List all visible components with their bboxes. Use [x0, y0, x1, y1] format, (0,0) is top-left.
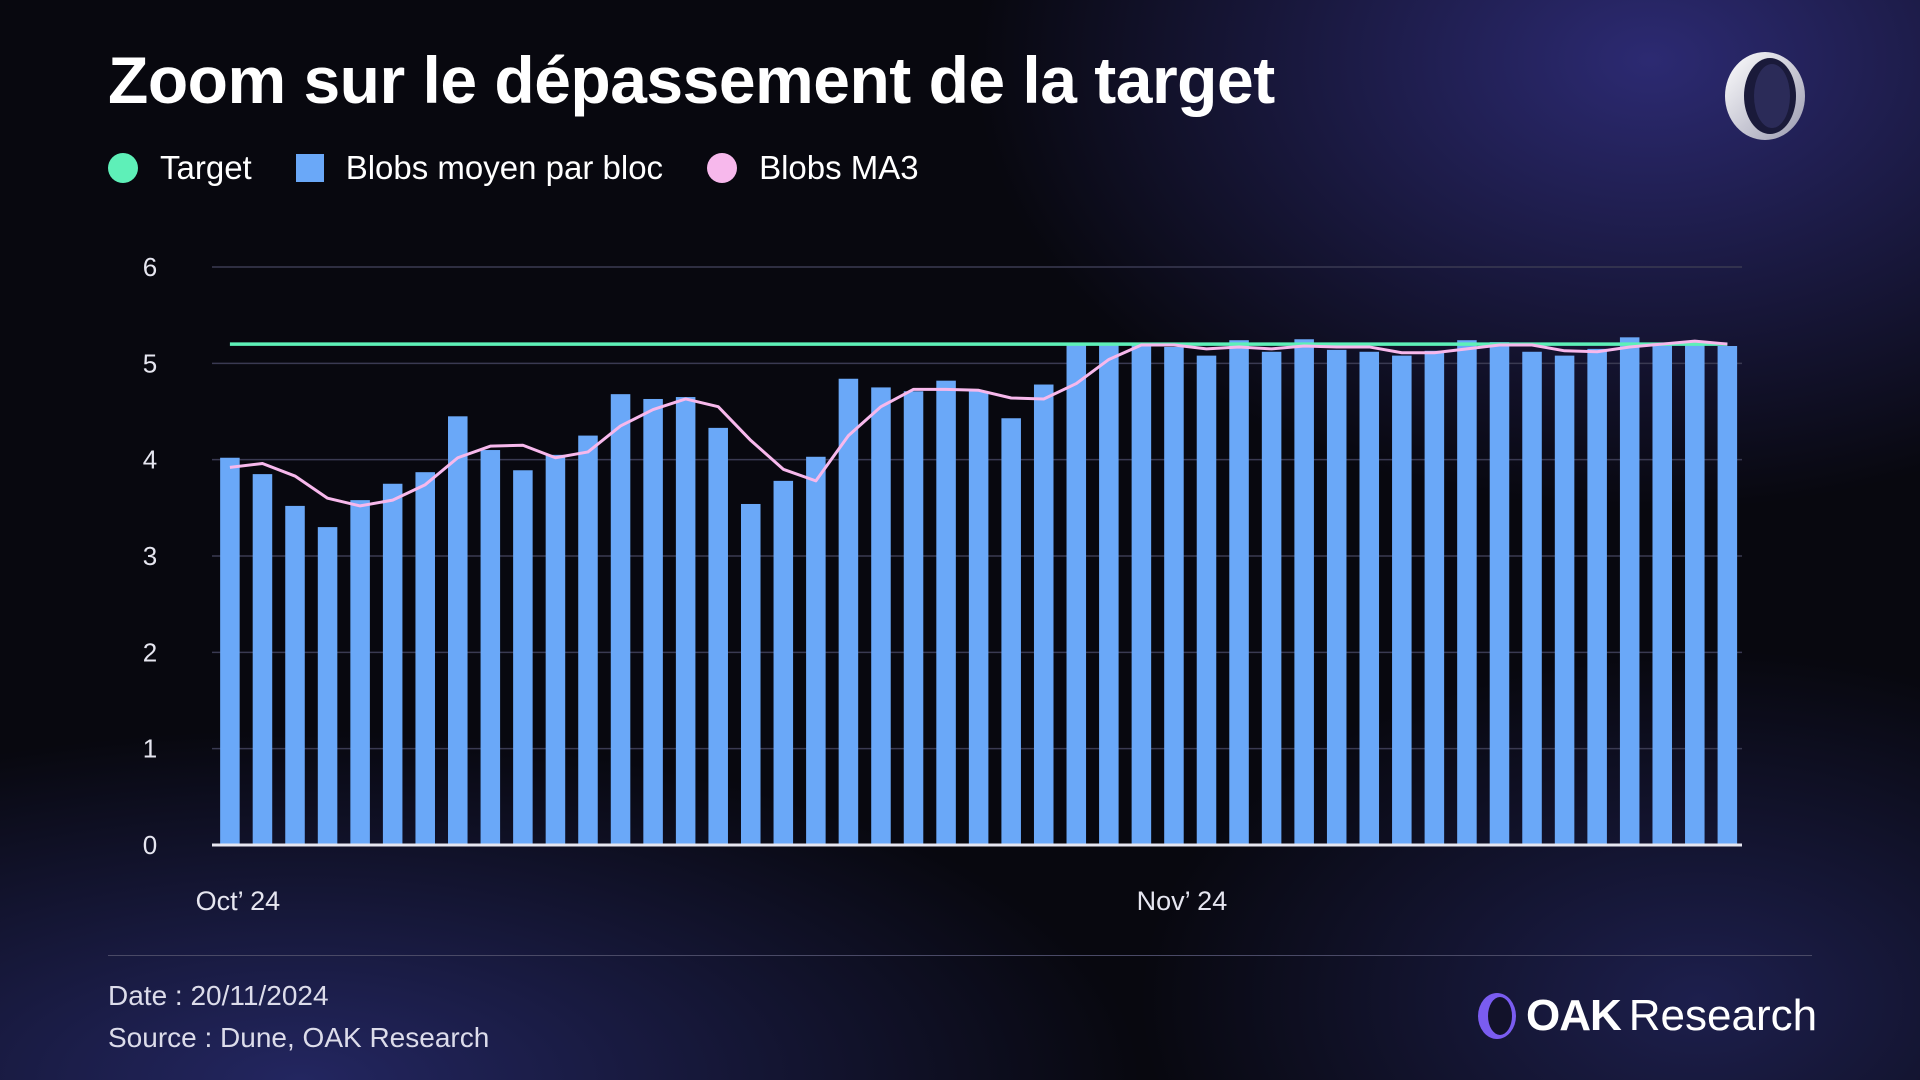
footer-source: Source : Dune, OAK Research — [108, 1022, 490, 1053]
bar — [1522, 351, 1542, 845]
y-tick-label: 6 — [143, 252, 157, 282]
bar — [1001, 418, 1021, 845]
footer-divider — [108, 955, 1812, 956]
bar — [968, 391, 989, 845]
brand-name-bold: OAK — [1526, 991, 1622, 1040]
bar — [1457, 340, 1477, 845]
legend-marker-blobs-ma3 — [707, 153, 738, 183]
bar — [317, 527, 338, 845]
bar — [1261, 351, 1282, 845]
bar — [1619, 337, 1640, 845]
bar — [1359, 351, 1380, 845]
bar — [773, 480, 794, 845]
bar — [382, 483, 403, 845]
bar — [1587, 348, 1607, 845]
oak-logo-icon — [1725, 52, 1805, 140]
legend-item-target: Target — [108, 149, 252, 187]
bar — [480, 450, 501, 845]
bar — [1294, 339, 1314, 845]
footer-date: Date : 20/11/2024 — [108, 980, 329, 1011]
bar — [610, 394, 631, 845]
bar — [936, 380, 956, 845]
oak-brand-icon — [1478, 993, 1516, 1039]
bar — [838, 378, 859, 845]
legend-marker-blobs-bars — [295, 154, 324, 182]
bar — [252, 474, 273, 845]
bar — [675, 397, 696, 845]
legend-marker-target — [108, 153, 138, 183]
bar — [1164, 346, 1184, 845]
bar — [513, 470, 533, 845]
ma3-line — [229, 339, 1728, 508]
legend-item-blobs-ma3: Blobs MA3 — [707, 149, 919, 187]
bar — [708, 427, 728, 845]
bar — [1685, 343, 1705, 845]
bar — [578, 435, 598, 845]
y-tick-label: 5 — [143, 348, 157, 378]
y-tick-label: 4 — [143, 445, 157, 475]
bar — [1392, 355, 1412, 845]
legend-item-blobs-bars: Blobs moyen par bloc — [295, 149, 664, 187]
bar — [1229, 340, 1249, 845]
bar — [1554, 355, 1575, 845]
bar — [806, 456, 826, 845]
y-tick-label: 1 — [143, 734, 157, 764]
y-tick-label: 3 — [143, 541, 157, 571]
bar — [545, 454, 566, 845]
bar — [1066, 345, 1087, 845]
bar — [1326, 349, 1347, 845]
chart-legend: Target Blobs moyen par bloc Blobs MA3 — [108, 146, 963, 190]
legend-label-blobs-bars: Blobs moyen par bloc — [345, 149, 664, 186]
chart-title: Zoom sur le dépassement de la target — [108, 43, 1275, 117]
bar — [1424, 350, 1445, 845]
y-tick-label: 0 — [143, 830, 157, 860]
y-tick-label: 2 — [143, 637, 157, 667]
bar — [643, 398, 663, 845]
bar — [1033, 384, 1054, 845]
bar — [448, 416, 468, 845]
bar — [903, 391, 924, 845]
bar — [740, 503, 761, 845]
brand-logo: OAK Research — [1476, 988, 1817, 1044]
legend-label-blobs-ma3: Blobs MA3 — [759, 149, 919, 186]
brand-name-light: Research — [1628, 991, 1818, 1040]
bar — [1489, 342, 1510, 845]
bar — [1652, 344, 1673, 845]
bar — [1131, 344, 1152, 845]
bar — [871, 387, 891, 845]
bar — [415, 472, 435, 845]
bar — [1196, 355, 1217, 845]
legend-label-target: Target — [160, 149, 252, 186]
bar — [220, 457, 240, 845]
bar — [1717, 345, 1738, 845]
bar — [350, 500, 370, 845]
bar — [285, 505, 305, 845]
bar — [1099, 345, 1119, 845]
x-tick-label: Oct’ 24 — [196, 886, 281, 916]
x-tick-label: Nov’ 24 — [1137, 886, 1228, 916]
